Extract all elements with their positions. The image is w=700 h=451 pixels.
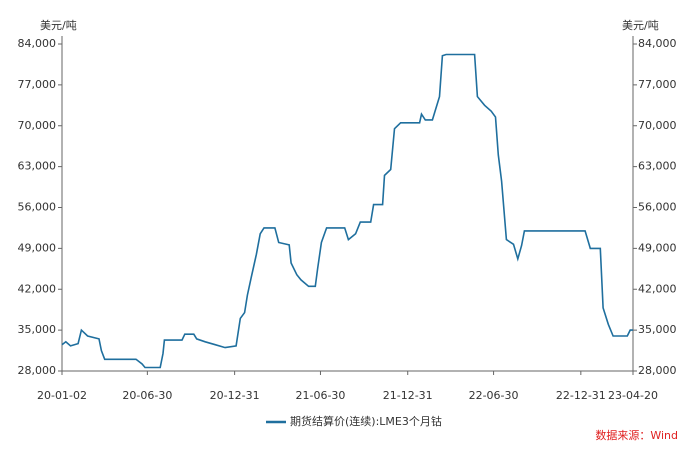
legend-label: 期货结算价(连续):LME3个月钴 [290,414,442,428]
y2-tick-label: 56,000 [638,201,677,214]
y-tick-label: 49,000 [18,241,57,254]
y2-tick-label: 42,000 [638,282,677,295]
x-tick-label: 22-12-31 [556,389,606,402]
price-line [61,53,633,369]
y2-tick-label: 84,000 [638,37,677,50]
y-tick-label: 28,000 [18,364,57,377]
x-tick-label: 21-06-30 [295,389,345,402]
y-tick-label: 70,000 [18,119,57,132]
y-tick-label: 77,000 [18,78,57,91]
y-unit: 美元/吨 [40,19,77,32]
x-tick-label: 20-06-30 [122,389,172,402]
y-tick-label: 63,000 [18,160,57,173]
x-tick-label: 23-04-20 [608,389,658,402]
y2-tick-label: 77,000 [638,78,677,91]
x-tick-label: 21-12-31 [383,389,433,402]
y2-tick-label: 63,000 [638,160,677,173]
y2-unit: 美元/吨 [622,19,659,32]
y-tick-label: 84,000 [18,37,57,50]
y-tick-label: 56,000 [18,201,57,214]
y2-tick-label: 28,000 [638,364,677,377]
y-tick-label: 42,000 [18,282,57,295]
x-tick-label: 22-06-30 [469,389,519,402]
y2-tick-label: 35,000 [638,323,677,336]
y2-tick-label: 70,000 [638,119,677,132]
y2-tick-label: 49,000 [638,241,677,254]
y-tick-label: 35,000 [18,323,57,336]
x-tick-label: 20-12-31 [210,389,260,402]
source-note: 数据来源：Wind [595,428,678,442]
x-tick-label: 20-01-02 [37,389,87,402]
